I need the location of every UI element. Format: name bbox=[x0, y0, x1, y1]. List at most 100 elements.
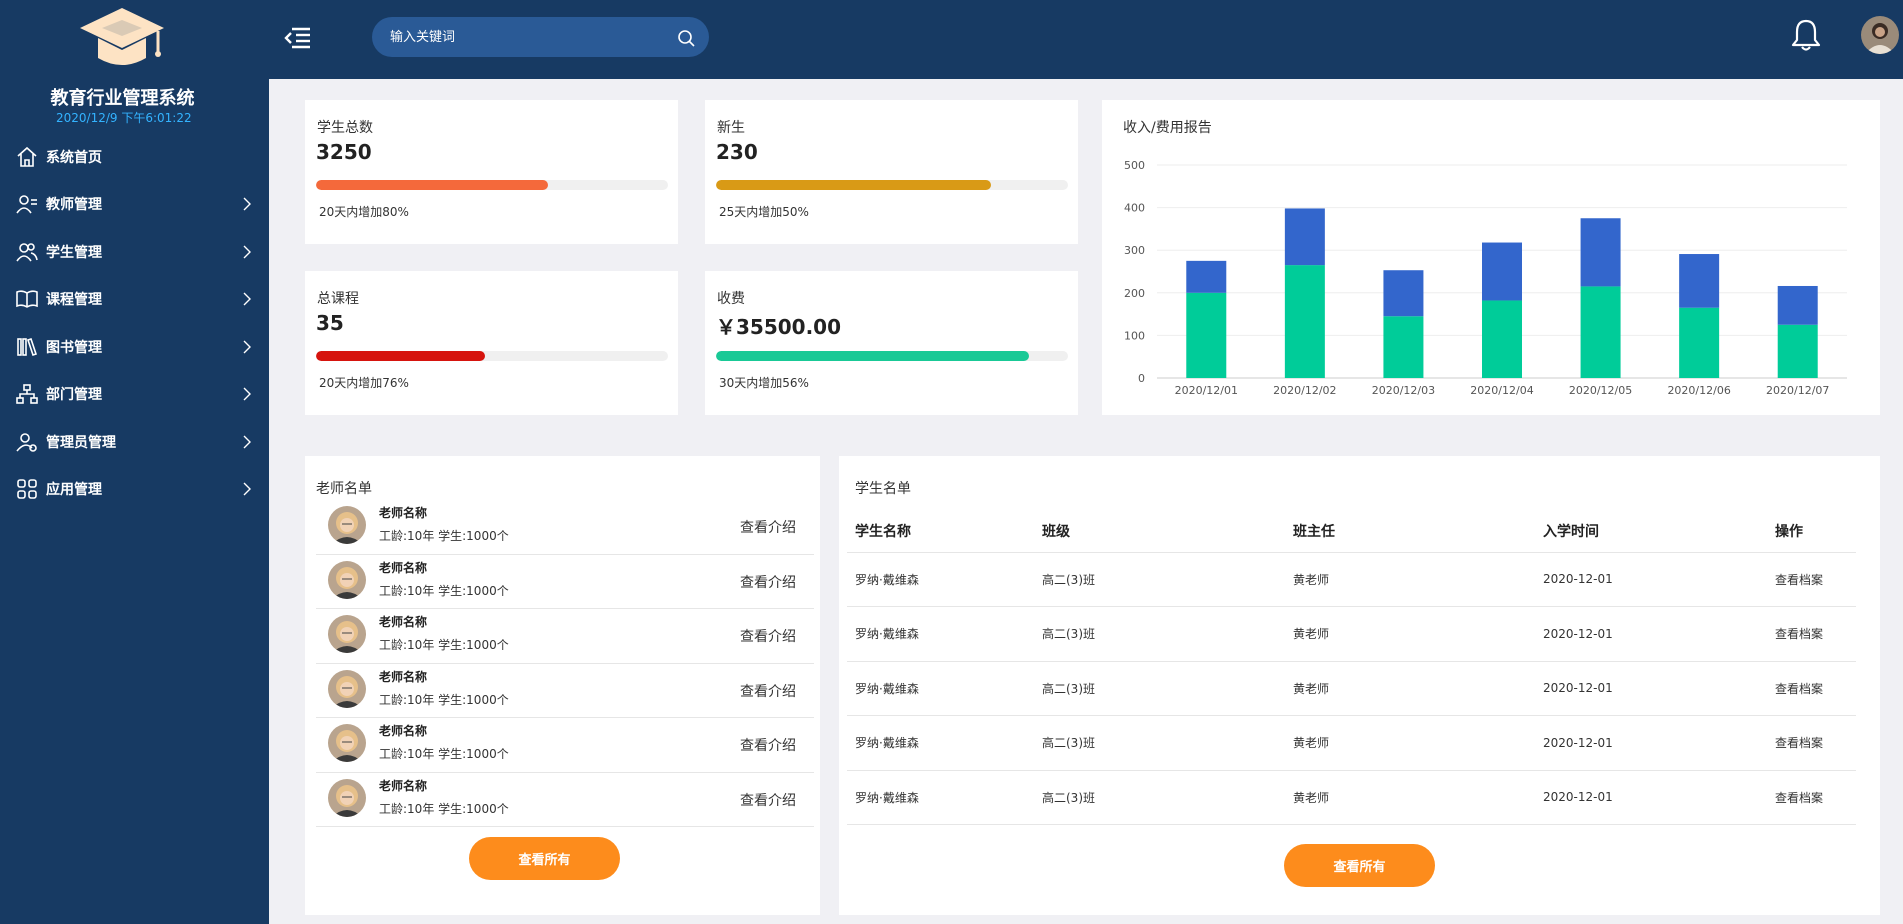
avatar bbox=[328, 506, 366, 544]
x-tick-label: 2020/12/01 bbox=[1175, 384, 1238, 397]
chart-title: 收入/费用报告 bbox=[1123, 120, 1212, 136]
table-cell: 高二(3)班 bbox=[1034, 770, 1285, 825]
menu-collapse-icon[interactable] bbox=[283, 24, 311, 52]
bar-segment-series-1 bbox=[1186, 260, 1227, 293]
view-record-link[interactable]: 查看档案 bbox=[1767, 715, 1856, 771]
sidebar: 教育行业管理系统 2020/12/9 下午6:01:22 系统首页 教师管理 学生管… bbox=[0, 0, 269, 924]
sidebar-item-students[interactable]: 学生管理 bbox=[0, 228, 269, 276]
table-row: 罗纳·戴维森 高二(3)班 黄老师 2020-12-01 查看档案 bbox=[847, 770, 1856, 825]
bell-icon[interactable] bbox=[1791, 18, 1821, 52]
progress-fill bbox=[716, 180, 991, 190]
stat-note: 25天内增加50% bbox=[719, 205, 809, 219]
stat-card-new-students: 新生 230 25天内增加50% bbox=[705, 100, 1078, 244]
y-tick-label: 200 bbox=[1124, 287, 1145, 300]
bar-segment-series-1 bbox=[1482, 242, 1522, 301]
stat-note: 20天内增加76% bbox=[319, 376, 409, 390]
teacher-list-card: 老师名单 老师名称 工龄:10年 学生:1000个 查看介绍 老师名称 工龄:10年 学… bbox=[305, 456, 820, 915]
table-cell: 黄老师 bbox=[1285, 715, 1535, 771]
bar-segment-series-0 bbox=[1482, 300, 1522, 378]
y-tick-label: 0 bbox=[1138, 372, 1145, 385]
sidebar-item-admin-user[interactable]: 管理员管理 bbox=[0, 418, 269, 466]
sidebar-item-label: 图书管理 bbox=[46, 339, 102, 356]
teacher-list: 老师名称 工龄:10年 学生:1000个 查看介绍 老师名称 工龄:10年 学生:100… bbox=[316, 500, 814, 827]
column-header: 班级 bbox=[1034, 510, 1285, 553]
top-header bbox=[269, 0, 1903, 79]
stat-value: 230 bbox=[716, 140, 758, 164]
x-tick-label: 2020/12/04 bbox=[1470, 384, 1533, 397]
admin-user-icon bbox=[16, 432, 37, 452]
stacked-bar-chart: 0 100 200 300 400 500 2020/12/01 2020/12/02 2020… bbox=[1124, 159, 1847, 397]
sidebar-item-apps-grid[interactable]: 应用管理 bbox=[0, 466, 269, 514]
bar-segment-series-1 bbox=[1580, 218, 1621, 287]
user-avatar[interactable] bbox=[1861, 16, 1899, 54]
sidebar-item-teacher[interactable]: 教师管理 bbox=[0, 181, 269, 229]
library-icon bbox=[17, 337, 38, 356]
table-cell: 罗纳·戴维森 bbox=[847, 715, 1034, 771]
teacher-meta: 工龄:10年 学生:1000个 bbox=[379, 747, 509, 761]
x-tick-label: 2020/12/02 bbox=[1273, 384, 1336, 397]
table-cell: 2020-12-01 bbox=[1535, 661, 1767, 716]
home-icon bbox=[17, 146, 37, 167]
teacher-meta: 工龄:10年 学生:1000个 bbox=[379, 692, 509, 707]
bar-segment-series-0 bbox=[1284, 265, 1325, 378]
sidebar-item-label: 部门管理 bbox=[46, 387, 102, 404]
sidebar-item-label: 学生管理 bbox=[46, 244, 102, 261]
sidebar-nav: 系统首页教师管理学生管理课程管理图书管理部门管理管理员管理 应用管理 bbox=[0, 133, 269, 513]
view-record-link[interactable]: 查看档案 bbox=[1767, 552, 1856, 607]
view-intro-link[interactable]: 查看介绍 bbox=[740, 738, 796, 754]
stat-card-fees: 收费 ￥35500.00 30天内增加56% bbox=[705, 271, 1078, 415]
y-tick-label: 100 bbox=[1124, 329, 1145, 342]
table-row: 罗纳·戴维森 高二(3)班 黄老师 2020-12-01 查看档案 bbox=[847, 715, 1856, 771]
stat-label: 新生 bbox=[717, 120, 745, 136]
table-cell: 2020-12-01 bbox=[1535, 715, 1767, 771]
table-cell: 罗纳·戴维森 bbox=[847, 661, 1034, 716]
view-intro-link[interactable]: 查看介绍 bbox=[740, 520, 796, 536]
sidebar-item-home[interactable]: 系统首页 bbox=[0, 133, 269, 181]
sidebar-item-book-open[interactable]: 课程管理 bbox=[0, 276, 269, 324]
teacher-name: 老师名称 bbox=[379, 615, 428, 629]
table-row: 罗纳·戴维森 高二(3)班 黄老师 2020-12-01 查看档案 bbox=[847, 552, 1856, 607]
view-intro-link[interactable]: 查看介绍 bbox=[740, 574, 796, 591]
y-tick-label: 500 bbox=[1124, 159, 1145, 172]
stat-label: 学生总数 bbox=[317, 120, 373, 136]
progress-bar bbox=[316, 351, 668, 361]
teacher-meta: 工龄:10年 学生:1000个 bbox=[379, 801, 509, 816]
sidebar-item-label: 教师管理 bbox=[46, 197, 102, 214]
table-cell: 2020-12-01 bbox=[1535, 606, 1767, 662]
progress-fill bbox=[716, 351, 1030, 361]
view-all-students-button[interactable]: 查看所有 bbox=[1284, 844, 1435, 887]
x-tick-label: 2020/12/05 bbox=[1569, 384, 1632, 397]
bar-segment-series-0 bbox=[1777, 324, 1818, 378]
avatar bbox=[328, 669, 366, 708]
view-intro-link[interactable]: 查看介绍 bbox=[740, 792, 796, 809]
avatar bbox=[328, 778, 366, 817]
chevron-right-icon bbox=[243, 340, 251, 354]
search-input[interactable] bbox=[390, 17, 660, 57]
list-item: 老师名称 工龄:10年 学生:1000个 查看介绍 bbox=[316, 555, 814, 609]
table-cell: 罗纳·戴维森 bbox=[847, 770, 1034, 825]
view-all-teachers-button[interactable]: 查看所有 bbox=[469, 837, 620, 880]
view-intro-link[interactable]: 查看介绍 bbox=[740, 683, 796, 700]
student-list-card: 学生名单 学生名称 班级 班主任 入学时间 操作 罗纳·戴维森 高二(3)班 黄老师 2020… bbox=[839, 456, 1880, 915]
sidebar-item-org-chart[interactable]: 部门管理 bbox=[0, 371, 269, 419]
column-header: 入学时间 bbox=[1535, 510, 1767, 553]
avatar bbox=[328, 560, 366, 599]
table-cell: 罗纳·戴维森 bbox=[847, 552, 1034, 607]
table-cell: 黄老师 bbox=[1285, 661, 1535, 716]
chevron-right-icon bbox=[243, 197, 251, 211]
x-tick-label: 2020/12/03 bbox=[1372, 384, 1435, 397]
table-row: 罗纳·戴维森 高二(3)班 黄老师 2020-12-01 查看档案 bbox=[847, 606, 1856, 662]
stat-card-total-students: 学生总数 3250 20天内增加80% bbox=[305, 100, 678, 244]
search-icon[interactable] bbox=[677, 29, 695, 47]
table-cell: 高二(3)班 bbox=[1034, 661, 1285, 716]
list-item: 老师名称 工龄:10年 学生:1000个 查看介绍 bbox=[316, 718, 814, 773]
x-tick-label: 2020/12/07 bbox=[1766, 384, 1829, 397]
stat-value: ￥35500.00 bbox=[716, 315, 842, 339]
sidebar-item-library[interactable]: 图书管理 bbox=[0, 323, 269, 371]
view-record-link[interactable]: 查看档案 bbox=[1767, 661, 1856, 716]
stat-value: 35 bbox=[316, 311, 344, 335]
stat-note: 30天内增加56% bbox=[719, 376, 809, 390]
view-record-link[interactable]: 查看档案 bbox=[1767, 606, 1856, 662]
view-record-link[interactable]: 查看档案 bbox=[1767, 770, 1856, 825]
view-intro-link[interactable]: 查看介绍 bbox=[740, 629, 796, 645]
